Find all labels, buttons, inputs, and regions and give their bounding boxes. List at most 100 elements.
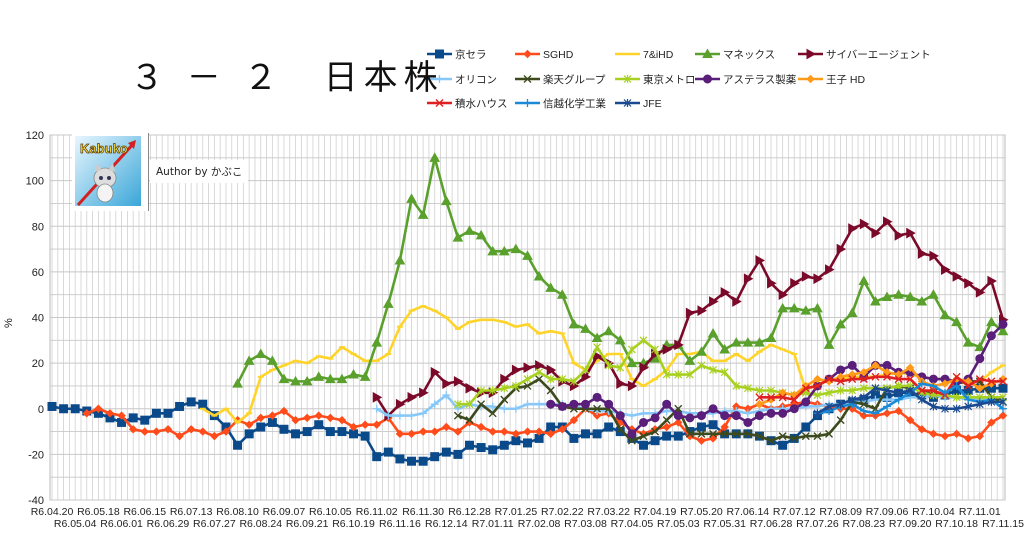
data-point (986, 316, 997, 327)
data-point (523, 99, 532, 107)
legend-item[interactable]: アステラス製薬 (695, 73, 797, 86)
data-point (964, 381, 973, 390)
data-point (593, 343, 602, 352)
x-tick-label: R6.11.16 (379, 518, 421, 530)
data-point (709, 365, 717, 374)
data-point (765, 332, 777, 343)
data-point (754, 411, 764, 421)
data-point (917, 386, 926, 395)
data-point (720, 368, 729, 377)
data-point (940, 431, 950, 441)
data-point (813, 409, 822, 418)
data-point (702, 48, 713, 58)
data-point (279, 424, 289, 434)
data-point (859, 393, 868, 402)
data-point (964, 434, 973, 443)
data-point (975, 354, 985, 364)
data-point (999, 397, 1007, 406)
data-point (848, 223, 858, 234)
data-point (511, 429, 521, 439)
data-point (836, 400, 845, 409)
legend-item[interactable]: 7&iHD (615, 49, 674, 61)
data-point (279, 406, 289, 416)
legend-item[interactable]: 京セラ (427, 48, 487, 61)
data-point (430, 366, 441, 378)
data-point (952, 271, 963, 282)
legend-label: 京セラ (455, 48, 487, 61)
legend-item[interactable]: オリコン (427, 74, 497, 86)
data-point (812, 302, 823, 313)
data-point (488, 445, 498, 455)
data-point (730, 337, 742, 347)
y-tick-label: -40 (28, 495, 44, 507)
legend-item[interactable]: JFE (615, 98, 662, 110)
legend-label: 楽天グループ (543, 73, 606, 86)
data-point (848, 375, 857, 384)
data-point (709, 429, 718, 438)
data-point (407, 411, 416, 420)
data-point (662, 422, 671, 432)
data-point (836, 386, 845, 395)
data-point (523, 75, 532, 83)
x-tick-label: R7.09.20 (889, 518, 932, 530)
data-point (243, 355, 255, 365)
x-tick-label: R7.06.14 (727, 506, 770, 518)
data-point (244, 429, 254, 439)
data-point (592, 392, 602, 402)
legend-item[interactable]: SGHD (515, 49, 574, 61)
data-point (859, 400, 868, 409)
data-point (859, 411, 869, 420)
data-point (557, 401, 567, 411)
legend-item[interactable]: 東京メトロ (615, 73, 696, 86)
data-point (806, 74, 815, 84)
data-point (685, 370, 694, 379)
data-point (186, 425, 196, 434)
data-point (788, 302, 800, 313)
data-point (767, 436, 776, 445)
data-point (813, 402, 822, 411)
data-point (883, 216, 893, 228)
data-point (546, 399, 556, 409)
data-point (417, 209, 429, 219)
legend-item[interactable]: マネックス (695, 48, 775, 61)
data-point (639, 362, 649, 374)
data-point (627, 411, 636, 420)
data-point (801, 384, 810, 393)
y-tick-label: -20 (28, 449, 44, 461)
data-point (777, 302, 789, 313)
data-point (941, 264, 951, 275)
data-point (47, 401, 57, 411)
data-point (848, 395, 857, 404)
data-point (535, 368, 544, 377)
data-point (152, 427, 161, 436)
data-point (778, 432, 787, 441)
data-point (778, 408, 788, 418)
data-point (999, 404, 1007, 413)
legend-item[interactable]: 楽天グループ (515, 73, 606, 86)
legend-item[interactable]: サイバーエージェント (798, 48, 931, 61)
data-point (523, 381, 532, 390)
data-point (997, 325, 1009, 336)
data-point (372, 452, 382, 462)
data-point (894, 395, 903, 404)
data-point (394, 254, 406, 265)
data-point (904, 291, 916, 301)
data-point (742, 337, 754, 347)
data-point (500, 404, 509, 413)
y-axis-label: % (3, 318, 15, 328)
data-point (603, 325, 615, 336)
legend-item[interactable]: 王子 HD (798, 74, 865, 86)
data-point (998, 383, 1008, 393)
x-tick-label: R7.11.15 (982, 518, 1024, 530)
legend-item[interactable]: 信越化学工業 (515, 97, 606, 110)
data-point (430, 427, 439, 436)
data-point (662, 399, 672, 409)
data-point (939, 309, 951, 320)
legend-item[interactable]: 積水ハウス (427, 97, 508, 110)
data-point (639, 409, 648, 418)
data-point (639, 336, 648, 345)
data-point (435, 75, 444, 83)
data-point (755, 255, 765, 266)
data-point (604, 361, 613, 370)
